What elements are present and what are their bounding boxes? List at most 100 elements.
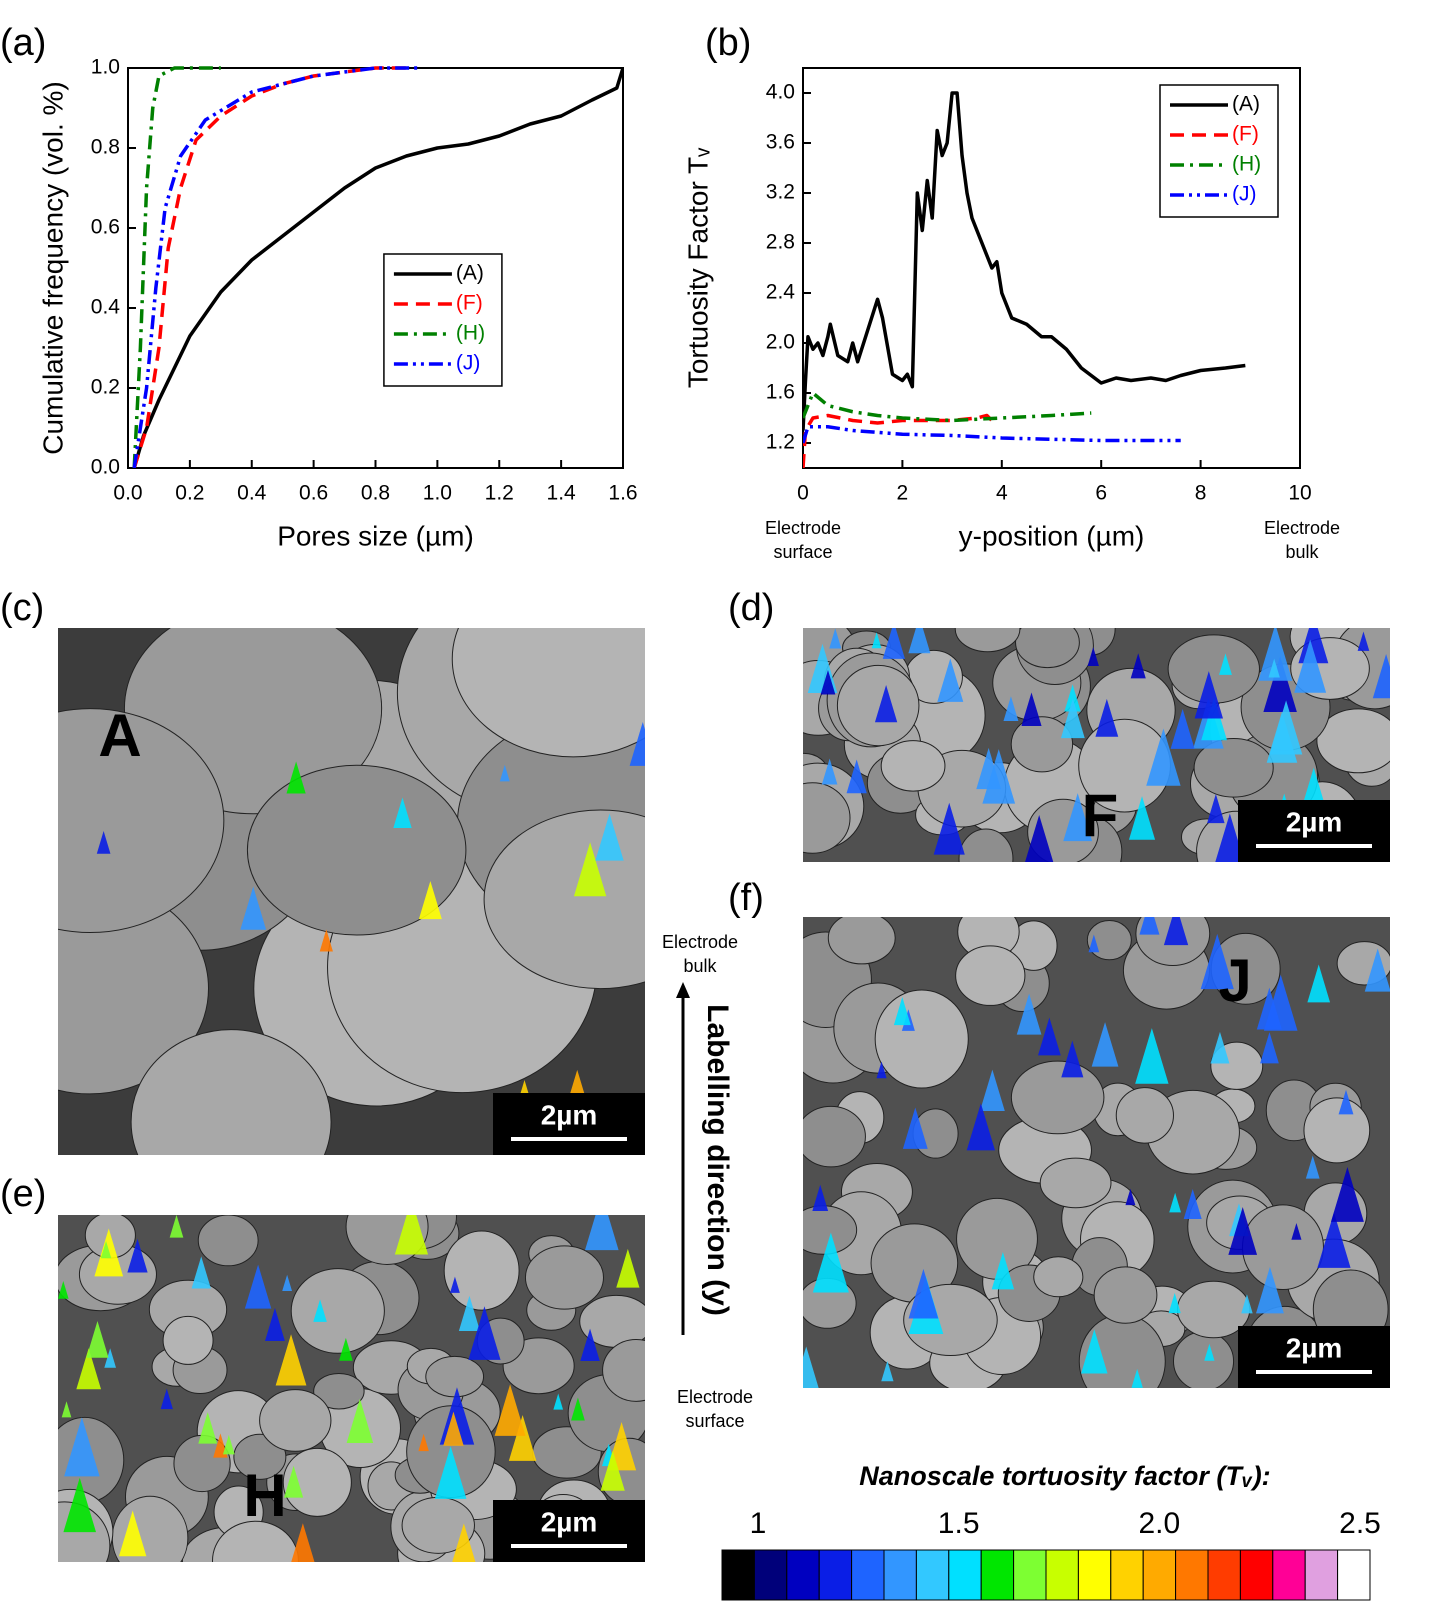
labelled-pore <box>1168 1292 1181 1314</box>
labelled-pore <box>982 749 1016 804</box>
labelled-pore <box>1163 917 1189 946</box>
labelled-pore <box>284 1465 304 1498</box>
x-tick-label: 4 <box>996 482 1008 505</box>
grain <box>111 1495 189 1562</box>
labelled-pore <box>394 1215 429 1255</box>
grain <box>524 1245 604 1310</box>
labelled-pore <box>1130 653 1146 679</box>
grain <box>958 828 1014 862</box>
colorbar-tick-label: 1 <box>750 1507 767 1540</box>
y-tick-label: 0.8 <box>91 136 120 159</box>
labelled-pore <box>1228 1206 1258 1255</box>
direction-top: Electrode bulk <box>661 932 739 976</box>
labelled-pore <box>319 929 333 952</box>
series-line <box>803 413 994 468</box>
y-tick-label: 2.4 <box>766 281 796 304</box>
panel-label: (b) <box>705 22 751 64</box>
labelled-pore <box>1338 1089 1354 1115</box>
grain <box>58 708 225 933</box>
labelled-pore <box>629 722 645 766</box>
x-tick-label: 1.6 <box>608 482 637 505</box>
x-axis-title: Pores size (µm) <box>277 520 474 551</box>
labelled-pore <box>104 1348 117 1368</box>
colorbar-cell <box>786 1549 820 1601</box>
labelled-pore <box>1003 696 1019 722</box>
labelled-pore <box>61 1401 72 1418</box>
y-tick-label: 2.0 <box>766 331 795 354</box>
colorbar-cell <box>1077 1549 1112 1601</box>
grain <box>836 664 920 747</box>
labelled-pore <box>127 1238 148 1273</box>
labelled-pore <box>1215 813 1245 862</box>
colorbar-cell <box>883 1549 917 1601</box>
labelled-pore <box>508 1414 537 1461</box>
labelled-pore <box>1263 656 1297 712</box>
labelled-pore <box>443 1411 464 1446</box>
labelled-pore <box>291 1523 315 1562</box>
labelled-pore <box>313 1299 327 1322</box>
plot-frame <box>802 67 1301 469</box>
labelled-pore <box>1357 631 1370 651</box>
labelled-pore <box>1146 728 1181 786</box>
scale-bar-box <box>493 1093 645 1155</box>
grain <box>1303 1097 1371 1164</box>
sample-letter: F <box>1082 782 1119 849</box>
labelled-pore <box>275 1334 307 1386</box>
x-tick-label: 0.8 <box>361 482 390 505</box>
labelled-pore <box>1128 796 1156 840</box>
labelled-pore <box>1169 1192 1182 1213</box>
colorbar-tick-label: 2.5 <box>1339 1507 1381 1540</box>
sample-letter: J <box>1218 947 1251 1014</box>
labelled-pore <box>979 1069 1005 1112</box>
labelled-pore <box>1291 1222 1302 1240</box>
colorbar-cell <box>1207 1549 1241 1601</box>
axis-annotation: Electrode bulk <box>1263 518 1341 562</box>
labelled-pore <box>58 1281 69 1299</box>
x-tick-label: 2 <box>897 482 909 505</box>
x-tick-label: 8 <box>1195 482 1207 505</box>
colorbar-cell <box>1175 1549 1209 1601</box>
y-tick-label: 4.0 <box>766 81 795 104</box>
colorbar-cell <box>818 1549 853 1601</box>
grain <box>874 989 969 1089</box>
panel-label: (f) <box>728 877 764 919</box>
plot-frame <box>127 67 624 469</box>
labelled-pore <box>1087 647 1099 666</box>
y-tick-label: 3.6 <box>766 131 795 154</box>
colorbar-tick-label: 1.5 <box>938 1507 980 1540</box>
colorbar-cell <box>1239 1549 1274 1601</box>
labelled-pore <box>393 797 412 829</box>
labelled-pore <box>458 1295 480 1332</box>
colorbar-cell <box>851 1549 885 1601</box>
labelled-pore <box>1258 628 1293 681</box>
panel-label: (c) <box>0 587 44 629</box>
labelled-pore <box>1372 653 1390 699</box>
scale-bar-label: 2µm <box>1286 1332 1343 1363</box>
labelled-pore <box>908 1268 939 1319</box>
labelled-pore <box>571 1397 585 1421</box>
labelled-pore <box>86 1320 109 1358</box>
labelled-pore <box>244 1264 272 1309</box>
y-tick-label: 1.6 <box>766 381 795 404</box>
labelled-pore <box>169 1215 184 1238</box>
labelled-pore <box>418 1433 429 1452</box>
labelled-pore <box>198 1412 218 1444</box>
scale-bar-box <box>1238 800 1390 862</box>
labelled-pore <box>1364 948 1390 992</box>
grain <box>443 1230 520 1311</box>
labelled-pore <box>1219 653 1232 675</box>
labelled-pore <box>821 758 838 785</box>
grain <box>880 740 946 792</box>
series-line <box>132 67 623 468</box>
grain <box>1033 1256 1084 1298</box>
grain <box>1039 1157 1112 1209</box>
labelled-pore <box>882 628 905 659</box>
labelled-pore <box>829 628 842 649</box>
labelled-pore <box>803 1346 819 1388</box>
grain <box>259 1389 332 1452</box>
labelled-pore <box>876 1061 887 1079</box>
sample-letter: A <box>98 702 141 769</box>
legend-label: (F) <box>1232 123 1259 146</box>
labelled-pore <box>881 1360 894 1382</box>
